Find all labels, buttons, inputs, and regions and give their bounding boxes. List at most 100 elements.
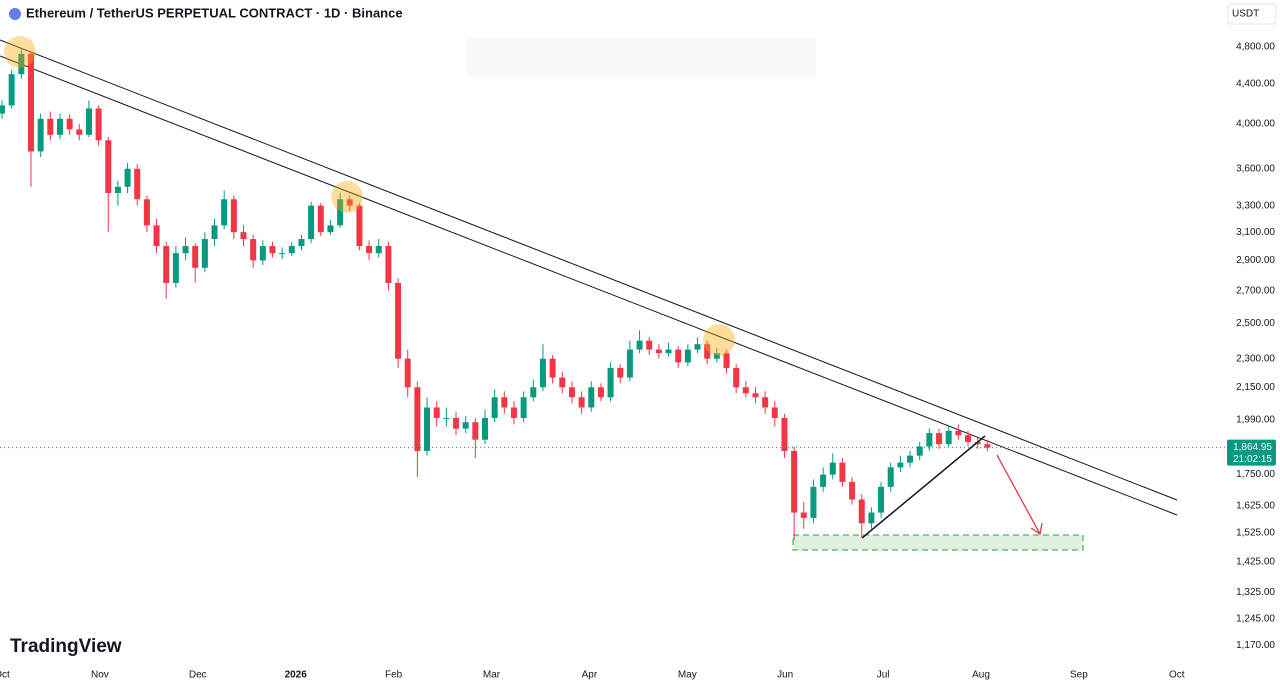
candle-body: [327, 225, 334, 233]
candle-body: [8, 74, 15, 106]
candle-body: [124, 168, 131, 187]
candle-body: [317, 205, 324, 233]
candle-body: [433, 407, 440, 418]
candle-body: [18, 53, 25, 75]
x-tick-label: Oct: [0, 670, 10, 681]
candles: [0, 47, 991, 540]
y-tick-label: 1,525.00: [1236, 528, 1275, 539]
candle-body: [549, 358, 556, 378]
currency-button[interactable]: [1227, 3, 1277, 25]
candle-body: [926, 433, 933, 447]
candle-body: [849, 481, 856, 500]
candle-body: [482, 417, 488, 440]
countdown: 21:02:15: [1233, 454, 1272, 465]
chart-title: Ethereum / TetherUS PERPETUAL CONTRACT ·…: [26, 5, 403, 20]
candle-body: [868, 512, 875, 524]
candle-body: [85, 108, 92, 135]
coin-icon: [9, 8, 21, 20]
y-tick-label: 1,625.00: [1236, 501, 1275, 512]
rising-line: [861, 435, 986, 539]
candle-body: [510, 407, 517, 418]
candle-body: [37, 118, 44, 152]
last-price-box: [1227, 439, 1276, 466]
x-tick-label: 2026: [285, 670, 308, 681]
candle-body: [172, 253, 179, 283]
candle-body: [897, 462, 904, 468]
candle-body: [965, 435, 971, 442]
candle-body: [346, 199, 353, 206]
currency[interactable]: USDT: [1232, 9, 1259, 20]
candle-body: [356, 205, 363, 247]
watermark-box: [466, 38, 816, 78]
candle-body: [820, 474, 827, 487]
candle-body: [462, 422, 469, 429]
candle-body: [404, 358, 411, 388]
candle-body: [559, 377, 566, 388]
candle-body: [66, 118, 73, 130]
candle-body: [308, 205, 315, 240]
candle-body: [800, 512, 807, 518]
candle-body: [501, 397, 508, 408]
x-tick-label: Mar: [483, 670, 501, 681]
candle-body: [588, 387, 595, 408]
candle-body: [105, 140, 112, 193]
candle-body: [810, 486, 817, 518]
support-zone: [792, 534, 1084, 551]
candle-body: [95, 108, 102, 141]
candle-body: [288, 246, 295, 254]
candle-body: [240, 232, 247, 240]
x-tick-label: Feb: [385, 670, 403, 681]
candle-body: [153, 225, 160, 247]
candle-body: [163, 246, 170, 283]
candle-body: [646, 340, 653, 350]
y-tick-label: 1,325.00: [1236, 587, 1275, 598]
candle-body: [530, 387, 537, 398]
x-tick-label: May: [678, 670, 697, 681]
candle-body: [742, 387, 749, 394]
candle-body: [626, 349, 633, 378]
candle-body: [858, 499, 865, 524]
price-axis: [1225, 0, 1280, 685]
touch-marker: [4, 36, 36, 68]
candle-body: [491, 397, 498, 418]
candle-body: [665, 349, 672, 354]
x-axis: Oct Nov Dec 2026 Feb Mar Apr May Jun Jul Aug Sep Oct: [0, 670, 1185, 681]
candle-body: [839, 462, 846, 482]
candle-body: [443, 417, 450, 419]
candle-body: [578, 397, 585, 408]
candle-body: [791, 451, 798, 513]
candle-body: [279, 253, 286, 255]
candle-body: [539, 358, 546, 388]
candle-body: [76, 129, 83, 135]
candle-body: [298, 239, 305, 247]
y-tick-label: 3,600.00: [1236, 163, 1275, 174]
last-price-label: 1,864.95: [1233, 442, 1272, 453]
candle-body: [636, 340, 643, 350]
y-tick-label: 2,700.00: [1236, 285, 1275, 296]
candle-body: [192, 246, 199, 268]
candle-body: [520, 397, 527, 418]
x-tick-label: Jul: [877, 670, 890, 681]
candle-body: [472, 422, 479, 440]
candle-body: [723, 353, 730, 369]
candle-body: [675, 349, 682, 363]
trendline-upper: [0, 39, 1178, 501]
x-tick-label: Nov: [91, 670, 109, 681]
x-tick-label: Dec: [189, 670, 207, 681]
candle-body: [955, 430, 962, 436]
y-tick-label: 1,990.00: [1236, 415, 1275, 426]
touch-marker: [331, 181, 363, 213]
y-tick-label: 4,800.00: [1236, 41, 1275, 52]
y-tick-label: 1,750.00: [1236, 469, 1275, 480]
candle-body: [781, 417, 788, 452]
down-arrow: [996, 454, 1041, 535]
candle-body: [733, 368, 740, 388]
y-tick-label: 2,900.00: [1236, 255, 1275, 266]
candle-body: [887, 467, 894, 487]
candle-body: [366, 246, 373, 254]
candle-body: [414, 387, 421, 452]
candle-body: [684, 349, 691, 363]
y-tick-label: 4,400.00: [1236, 78, 1275, 89]
candle-body: [375, 246, 382, 254]
